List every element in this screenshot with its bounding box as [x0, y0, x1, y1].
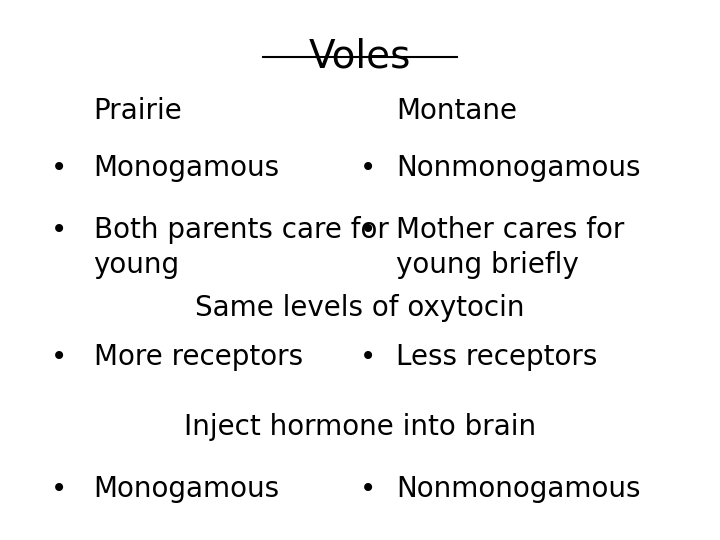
Text: Both parents care for
young: Both parents care for young — [94, 216, 389, 279]
Text: Nonmonogamous: Nonmonogamous — [396, 475, 641, 503]
Text: •: • — [50, 343, 67, 371]
Text: Less receptors: Less receptors — [396, 343, 598, 371]
Text: •: • — [360, 343, 377, 371]
Text: Inject hormone into brain: Inject hormone into brain — [184, 413, 536, 441]
Text: Nonmonogamous: Nonmonogamous — [396, 154, 641, 182]
Text: Monogamous: Monogamous — [94, 475, 280, 503]
Text: •: • — [360, 216, 377, 244]
Text: Montane: Montane — [396, 97, 517, 125]
Text: •: • — [50, 154, 67, 182]
Text: •: • — [50, 475, 67, 503]
Text: •: • — [360, 154, 377, 182]
Text: •: • — [360, 475, 377, 503]
Text: Same levels of oxytocin: Same levels of oxytocin — [195, 294, 525, 322]
Text: Mother cares for
young briefly: Mother cares for young briefly — [396, 216, 624, 279]
Text: Prairie: Prairie — [94, 97, 182, 125]
Text: Voles: Voles — [309, 38, 411, 76]
Text: Monogamous: Monogamous — [94, 154, 280, 182]
Text: •: • — [50, 216, 67, 244]
Text: More receptors: More receptors — [94, 343, 302, 371]
